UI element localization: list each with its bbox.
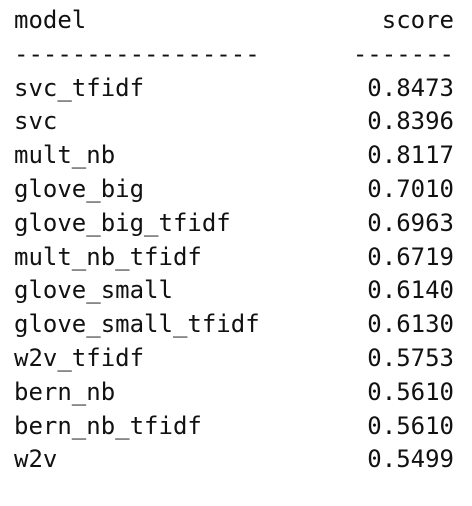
column-header-model: model [14,6,87,34]
model-score: 0.5499 [367,445,454,474]
table-header-row: model score [14,4,454,38]
model-score: 0.6140 [367,276,454,305]
table-row: glove_big 0.7010 [14,173,454,207]
model-name: mult_nb [14,141,116,170]
table-row: glove_small_tfidf 0.6130 [14,308,454,342]
table-row: svc_tfidf 0.8473 [14,72,454,106]
model-score: 0.5753 [367,343,454,372]
header-separator: ----------------- ------- [14,38,454,72]
model-name: w2v_tfidf [14,343,145,372]
model-score: 0.5610 [367,411,454,440]
model-score: 0.8396 [367,107,454,136]
separator-model: ----------------- [14,39,260,68]
model-score: 0.6719 [367,242,454,271]
table-row: mult_nb_tfidf 0.6719 [14,241,454,275]
separator-score: ------- [352,39,454,68]
table-row: w2v 0.5499 [14,443,454,477]
model-score: 0.6130 [367,310,454,339]
table-row: glove_big_tfidf 0.6963 [14,207,454,241]
model-name: svc [14,107,58,136]
model-score: 0.7010 [367,174,454,203]
model-name: bern_nb_tfidf [14,411,202,440]
model-score: 0.5610 [367,377,454,406]
table-row: mult_nb 0.8117 [14,139,454,173]
model-score: 0.8473 [367,73,454,102]
model-name: glove_small_tfidf [14,310,260,339]
table-row: bern_nb_tfidf 0.5610 [14,410,454,444]
model-score: 0.8117 [367,141,454,170]
column-header-score: score [381,6,454,34]
table-row: bern_nb 0.5610 [14,376,454,410]
model-name: bern_nb [14,377,116,406]
model-name: glove_big_tfidf [14,208,231,237]
table-row: svc 0.8396 [14,105,454,139]
model-name: w2v [14,445,58,474]
table-row: w2v_tfidf 0.5753 [14,342,454,376]
model-name: svc_tfidf [14,73,145,102]
model-score: 0.6963 [367,208,454,237]
table-row: glove_small 0.6140 [14,274,454,308]
model-name: glove_small [14,276,173,305]
model-score-table: model score ----------------- ------- sv… [14,4,454,477]
model-name: glove_big [14,174,145,203]
model-name: mult_nb_tfidf [14,242,202,271]
